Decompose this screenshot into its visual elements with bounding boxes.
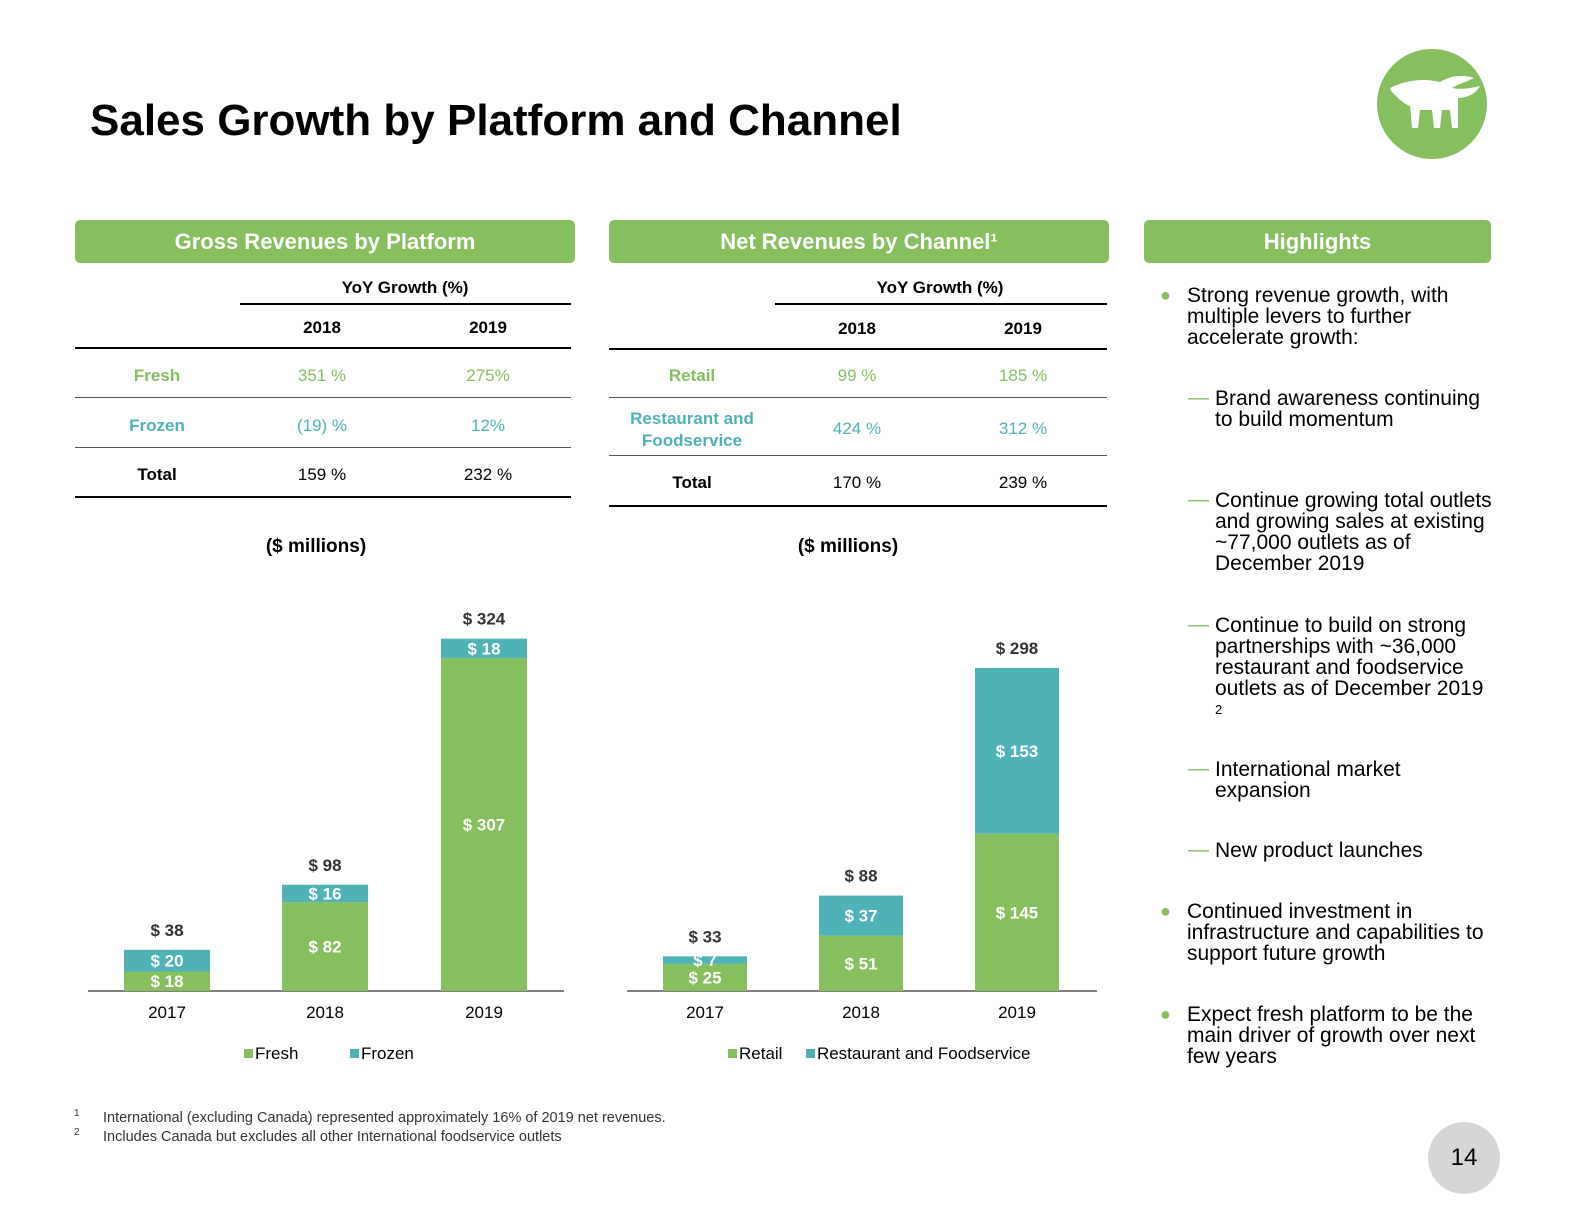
x-tick-label: 2017 [686, 1003, 724, 1022]
channel-legend: Retail Restaurant and Foodservice [728, 1044, 1031, 1064]
channel-year-2019: 2019 [1004, 319, 1042, 338]
bar-frozen-2019 [441, 638, 527, 659]
data-label: $ 20 [150, 952, 183, 971]
bullet-icon: ● [1160, 285, 1171, 305]
channel-cell: 424 % [832, 419, 882, 438]
total-label: $ 33 [688, 927, 721, 946]
x-tick-label: 2017 [148, 1003, 186, 1022]
bar-restaurant-and-foodservice-2017 [663, 956, 747, 964]
data-label: $ 37 [844, 907, 877, 926]
x-tick-label: 2018 [842, 1003, 880, 1022]
x-tick-label: 2019 [998, 1003, 1036, 1022]
legend-label: Retail [739, 1044, 783, 1063]
platform-units: ($ millions) [265, 536, 367, 557]
bar-restaurant-and-foodservice-2018 [819, 895, 903, 936]
total-label: $ 88 [844, 867, 877, 886]
data-label: $ 145 [996, 903, 1039, 922]
channel-cell: 99 % [837, 366, 877, 385]
bar-retail-2018 [819, 935, 903, 991]
bar-fresh-2019 [441, 658, 527, 991]
data-label: $ 153 [996, 742, 1039, 761]
platform-row-label: Fresh [133, 366, 181, 385]
legend-label: Frozen [360, 1044, 414, 1063]
platform-year-2018: 2018 [303, 318, 341, 337]
platform-year-2019: 2019 [469, 318, 507, 337]
channel-chart: $ 25$ 7 $ 33 2017 $ 51 $ 37 $ 88 2018 $ 145 $ 15… [627, 639, 1097, 1022]
bull-icon [1377, 49, 1487, 159]
dash-icon: — [1188, 838, 1209, 861]
legend-label: Restaurant and Foodservice [816, 1044, 1031, 1063]
page-number: 14 [1428, 1122, 1500, 1194]
bar-fresh-2017 [124, 971, 210, 991]
bar-frozen-2017 [124, 949, 210, 972]
bar-frozen-2018 [282, 884, 368, 903]
channel-cell: 170 % [832, 473, 882, 492]
bar-retail-2017 [663, 963, 747, 991]
channel-row-label: Restaurant and Foodservice [630, 409, 754, 450]
legend-swatch-retail [728, 1049, 737, 1058]
x-tick-label: 2019 [465, 1003, 503, 1022]
platform-header: Gross Revenues by Platform [75, 220, 575, 263]
platform-cell: 351 % [297, 366, 347, 385]
dash-icon: — [1188, 386, 1209, 409]
bullet-icon: ● [1160, 901, 1171, 921]
total-label: $ 98 [308, 856, 341, 875]
platform-cell: 232 % [463, 465, 513, 484]
bar-restaurant-and-foodservice-2019 [975, 667, 1059, 834]
data-label: $ 82 [308, 938, 341, 957]
platform-row-label: Total [137, 465, 177, 484]
platform-growth-label: YoY Growth (%) [341, 278, 469, 297]
legend-swatch-restaurant [805, 1049, 815, 1058]
page-title: Sales Growth by Platform and Channel [90, 96, 902, 145]
channel-cell: 185 % [998, 366, 1048, 385]
highlights-header: Highlights [1144, 220, 1491, 263]
platform-cell: 12% [470, 416, 506, 435]
total-label: $ 38 [150, 921, 183, 940]
bullet-icon: ● [1160, 1004, 1171, 1024]
legend-swatch-frozen [349, 1049, 359, 1058]
data-label: $ 18 [467, 639, 500, 658]
platform-cell: (19) % [296, 416, 348, 435]
dash-icon: — [1188, 488, 1209, 511]
platform-legend: Fresh Frozen [244, 1044, 414, 1064]
data-label: $ 25 [688, 968, 721, 987]
total-label: $ 324 [463, 610, 506, 629]
data-label: $ 18 [150, 972, 183, 991]
legend-label: Fresh [255, 1044, 299, 1063]
data-label: $ 51 [844, 954, 877, 973]
data-label: $ 7 [693, 951, 717, 970]
channel-cell: 239 % [998, 473, 1048, 492]
channel-cell: 312 % [998, 419, 1048, 438]
channel-year-2018: 2018 [838, 319, 876, 338]
dash-icon: — [1188, 613, 1209, 636]
total-label: $ 298 [996, 639, 1039, 658]
data-label: $ 307 [463, 816, 506, 835]
platform-cell: 159 % [297, 465, 347, 484]
channel-growth-label: YoY Growth (%) [876, 278, 1004, 297]
channel-header: Net Revenues by Channel¹ [609, 220, 1109, 263]
legend-swatch-fresh [244, 1049, 253, 1058]
data-label: $ 16 [308, 884, 341, 903]
channel-units: ($ millions) [797, 536, 899, 557]
bar-retail-2019 [975, 833, 1059, 991]
bar-fresh-2018 [282, 902, 368, 991]
platform-cell: 275% [466, 366, 510, 385]
channel-row-label: Total [672, 473, 712, 492]
x-tick-label: 2018 [306, 1003, 344, 1022]
channel-row-label: Retail [668, 366, 716, 385]
dash-icon: — [1188, 757, 1209, 780]
platform-row-label: Frozen [129, 416, 185, 435]
